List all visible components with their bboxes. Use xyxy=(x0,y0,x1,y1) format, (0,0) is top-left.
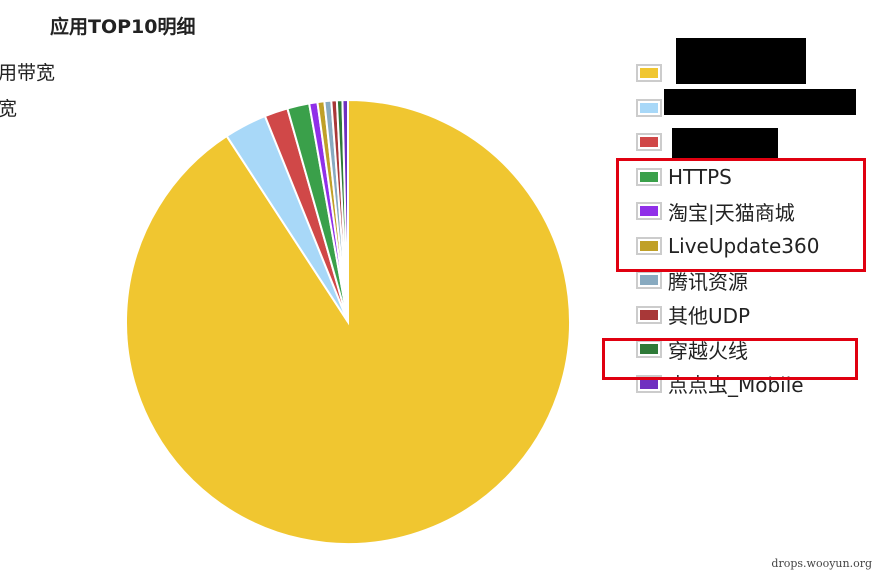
legend-item: LiveUpdate360 xyxy=(636,229,819,264)
legend-swatch xyxy=(636,202,662,221)
redaction-box xyxy=(664,89,856,115)
legend-swatch xyxy=(636,305,662,324)
legend-swatch xyxy=(636,64,662,83)
watermark: drops.wooyun.org xyxy=(771,557,872,570)
highlight-box xyxy=(602,338,858,380)
legend-label: 穿越火线 xyxy=(668,338,748,363)
legend-item xyxy=(636,56,819,91)
legend-swatch xyxy=(636,236,662,255)
legend-label: 其他UDP xyxy=(668,304,751,329)
legend-item: 淘宝|天猫商城 xyxy=(636,194,819,229)
legend-label: 淘宝|天猫商城 xyxy=(668,200,795,225)
legend-item xyxy=(636,125,819,160)
chart-title: 应用TOP10明细 xyxy=(50,16,196,38)
redaction-box xyxy=(676,38,806,84)
legend-item xyxy=(636,91,819,126)
legend-item: HTTPS xyxy=(636,160,819,195)
left-label-2: 宽 xyxy=(0,98,18,120)
legend-swatch xyxy=(636,98,662,117)
legend-label: HTTPS xyxy=(668,164,732,189)
legend-item: 腾讯资源 xyxy=(636,263,819,298)
redaction-box xyxy=(672,128,778,158)
legend-swatch xyxy=(636,167,662,186)
legend-label: LiveUpdate360 xyxy=(668,233,820,258)
legend-swatch xyxy=(636,340,662,359)
pie-slice xyxy=(341,98,349,323)
left-label-1: 用带宽 xyxy=(0,62,56,84)
highlight-box xyxy=(616,158,866,272)
legend-item: 其他UDP xyxy=(636,298,819,333)
legend-swatch xyxy=(636,271,662,290)
legend-label: 腾讯资源 xyxy=(668,269,748,294)
legend-item: 穿越火线 xyxy=(636,332,819,367)
legend-swatch xyxy=(636,133,662,152)
